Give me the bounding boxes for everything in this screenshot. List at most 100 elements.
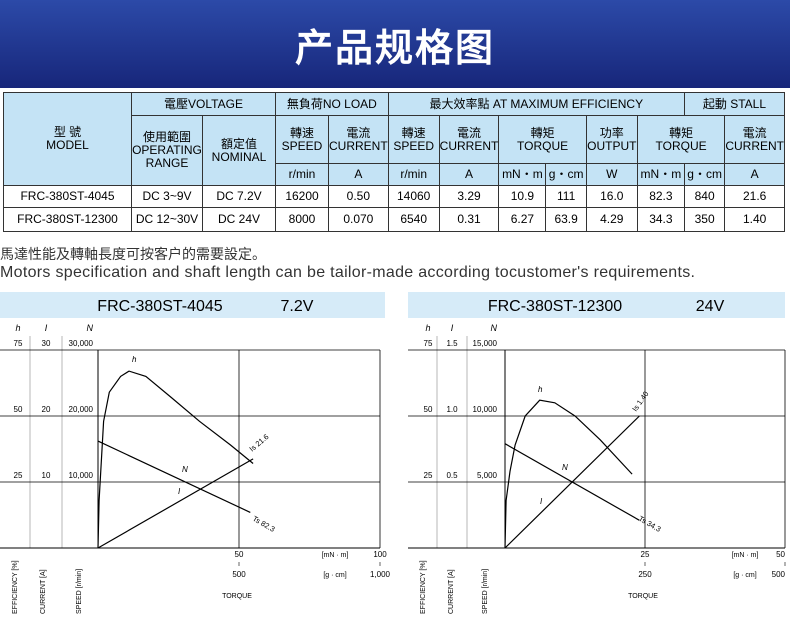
series-line: [97, 440, 251, 513]
x-tick-label: 100: [373, 550, 387, 559]
axis-header: N: [491, 323, 498, 333]
chart-title: FRC-380ST-4045: [97, 298, 222, 315]
text: SPEED: [281, 138, 323, 153]
x-unit: [mN · m]: [322, 552, 349, 559]
text: RANGE: [145, 156, 189, 170]
x2-tick-label: 500: [232, 570, 246, 579]
axis-header: h: [15, 323, 20, 333]
chart-header: [408, 292, 785, 318]
y-tick-label: 5,000: [477, 471, 498, 480]
cell: 10.9: [498, 185, 547, 208]
y-tick-label: 10: [42, 471, 51, 480]
cell: 電流 CURRENT: [328, 115, 389, 164]
text: 轉速: [289, 125, 314, 140]
x2-unit: [g · cm]: [733, 572, 756, 579]
y-tick-label: 50: [14, 405, 23, 414]
axis-header: I: [45, 323, 48, 333]
y-tick-label: 25: [424, 471, 433, 480]
cell: DC 7.2V: [202, 185, 276, 208]
y-tick-label: 20: [42, 405, 51, 414]
title: 产品规格图: [294, 27, 495, 70]
y-tick-label: 25: [14, 471, 23, 480]
cell: 最大效率點 AT MAXIMUM EFFICIENCY: [387, 92, 685, 116]
y-axis-label: CURRENT [A]: [448, 569, 455, 614]
y-tick-label: 75: [14, 339, 23, 348]
axis-header: I: [451, 323, 454, 333]
text: CURRENT: [439, 138, 499, 153]
y-tick-label: 1.5: [446, 339, 458, 348]
y-tick-label: 10,000: [473, 405, 498, 414]
text: 轉矩: [669, 125, 694, 140]
series-label: I: [178, 487, 181, 496]
text: 使用範圍: [142, 130, 191, 144]
cell: DC 24V: [202, 207, 276, 232]
note: Motors specification and shaft length ca…: [0, 264, 696, 281]
x-axis-label: TORQUE: [222, 593, 252, 600]
axis-header: N: [87, 323, 94, 333]
x2-tick-label: 500: [772, 570, 786, 579]
cell: 350: [683, 207, 726, 232]
y-tick-label: 15,000: [473, 339, 498, 348]
series-line: [97, 458, 254, 549]
y-tick-label: 30: [42, 339, 51, 348]
text: OPERATING: [132, 143, 202, 157]
text: CURRENT: [725, 138, 784, 153]
y-tick-label: 75: [424, 339, 433, 348]
header: 产品规格图: [0, 0, 790, 88]
x2-tick-label: 1,000: [370, 570, 391, 579]
cell: 0.070: [328, 207, 389, 232]
cell: 額定值 NOMINAL: [202, 115, 276, 186]
series-label: N: [562, 463, 568, 472]
cell: 轉矩 TORQUE: [498, 115, 587, 164]
cell: 6.27: [498, 207, 547, 232]
y-axis-label: EFFICIENCY [%]: [420, 560, 427, 614]
cell: 840: [683, 185, 726, 208]
y-tick-label: 20,000: [69, 405, 94, 414]
axis-header: h: [425, 323, 430, 333]
y-axis-label: SPEED [r/min]: [76, 569, 83, 614]
y-axis-label: CURRENT [A]: [40, 569, 47, 614]
series-label: N: [182, 465, 188, 474]
spec-table: 型 號 MODEL 電壓VOLTAGE 無負荷NO LOAD 最大效率點 AT M…: [3, 92, 786, 232]
cell: 1.40: [724, 207, 785, 232]
text: TORQUE: [517, 138, 569, 153]
y-axis-label: SPEED [r/min]: [482, 569, 489, 614]
x-axis-label: TORQUE: [628, 593, 658, 600]
y-tick-label: 1.0: [446, 405, 458, 414]
text: OUTPUT: [587, 138, 637, 153]
text: 電流: [457, 125, 482, 140]
cell: 電流 CURRENT: [724, 115, 785, 164]
y-axis-label: EFFICIENCY [%]: [12, 560, 19, 614]
note: 馬達性能及轉軸長度可按客户的需要設定。: [0, 246, 266, 262]
cell: 型 號 MODEL: [3, 92, 132, 186]
cell: 0.31: [438, 207, 500, 232]
text: 電流: [346, 125, 371, 140]
text: NOMINAL: [211, 149, 267, 164]
cell: 功率 OUTPUT: [585, 115, 638, 164]
series-line: [504, 415, 640, 549]
chart-header: [0, 292, 385, 318]
y-tick-label: 0.5: [446, 471, 458, 480]
x2-unit: [g · cm]: [323, 572, 346, 579]
text: 額定值: [220, 136, 257, 151]
cell: 無負荷NO LOAD: [275, 92, 389, 116]
cell: 起動 STALL: [683, 92, 786, 116]
x2-tick-label: 250: [638, 570, 652, 579]
y-tick-label: 50: [424, 405, 433, 414]
annotation: Ts 82.3: [251, 514, 276, 534]
cell: r/min: [387, 163, 440, 186]
series-line: [504, 399, 633, 549]
cell: 轉速 SPEED: [275, 115, 329, 164]
annotation: Ts 34.3: [637, 514, 662, 534]
text: CURRENT: [329, 138, 388, 153]
chart-voltage: 24V: [696, 298, 725, 315]
cell: 8000: [275, 207, 329, 232]
cell: 電壓VOLTAGE: [131, 92, 276, 116]
cell: 使用範圍 OPERATING RANGE: [131, 115, 203, 186]
cell: 6540: [387, 207, 440, 232]
annotation: Is 1.40: [630, 390, 650, 414]
series-line: [97, 370, 254, 549]
chart-voltage: 7.2V: [281, 298, 314, 315]
series-label: I: [540, 497, 543, 506]
